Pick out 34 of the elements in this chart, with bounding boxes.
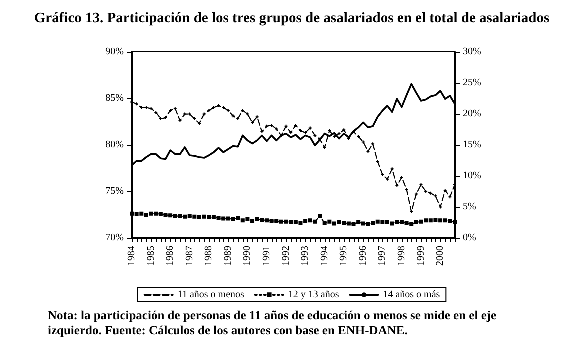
x-tick-label: 1987 bbox=[184, 246, 196, 266]
x-tick-label: 1993 bbox=[300, 246, 312, 266]
y2-tick-label: 15% bbox=[463, 140, 482, 150]
legend-label: 11 años o menos bbox=[178, 290, 245, 300]
y2-tick-label: 0% bbox=[463, 232, 476, 244]
y-tick-label: 90% bbox=[106, 46, 124, 58]
legend-label: 14 años o más bbox=[383, 290, 440, 300]
y2-tick-label: 20% bbox=[463, 108, 482, 120]
x-tick-label: 1985 bbox=[146, 246, 157, 266]
y-tick-label: 80% bbox=[106, 140, 124, 150]
y2-tick-label: 10% bbox=[463, 170, 482, 182]
x-tick-label: 1996 bbox=[358, 246, 369, 266]
y2-tick-label: 30% bbox=[463, 46, 482, 58]
y2-tick-label: 25% bbox=[463, 78, 482, 88]
text: Nota: la participación de personas de 11 años de educación o menos se mide en el eje izquierdo. Fuente: Cálculos de los autores con base en ENH-DANE. bbox=[48, 308, 500, 338]
x-tick-label: 1992 bbox=[280, 246, 292, 266]
y-tick-label: 75% bbox=[106, 186, 124, 197]
x-tick-label: 1997 bbox=[377, 246, 388, 266]
x-tick-label: 1984 bbox=[126, 246, 138, 266]
x-tick-label: 1988 bbox=[204, 246, 215, 266]
x-tick-label: 1995 bbox=[338, 246, 350, 266]
y-tick-label: 70% bbox=[106, 232, 124, 244]
x-tick-label: 1990 bbox=[242, 246, 254, 266]
x-tick-label: 1999 bbox=[416, 246, 427, 266]
legend-label: 12 y 13 años bbox=[288, 290, 340, 300]
x-tick-label: 1998 bbox=[396, 246, 408, 266]
y-tick-label: 85% bbox=[106, 93, 124, 104]
x-tick-label: 1989 bbox=[222, 246, 234, 266]
y2-tick-label: 5% bbox=[463, 202, 476, 212]
x-tick-label: 2000 bbox=[435, 246, 446, 266]
x-tick-label: 1994 bbox=[319, 246, 330, 266]
x-tick-label: 1991 bbox=[261, 246, 272, 266]
chart-title: Gráfico 13. Participación de los tres grupos de asalariados en el total de asalariados bbox=[34, 10, 550, 26]
x-tick-label: 1986 bbox=[165, 246, 176, 266]
